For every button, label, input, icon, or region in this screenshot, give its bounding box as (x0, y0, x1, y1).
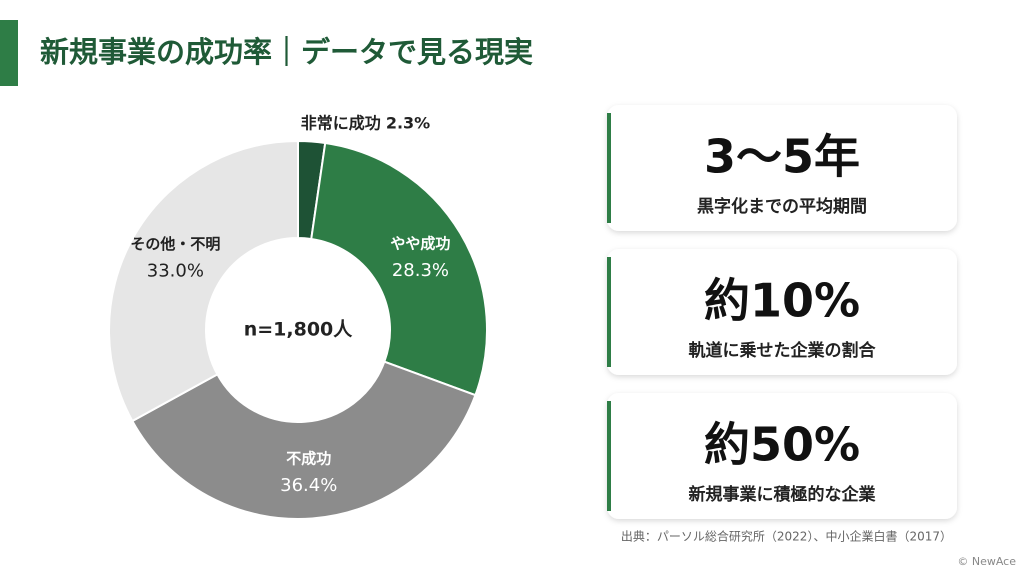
slice-value: 33.0% (147, 260, 204, 281)
slide-title: 新規事業の成功率｜データで見る現実 (40, 35, 533, 69)
copyright: © NewAce (957, 555, 1016, 568)
card-caption: 新規事業に積極的な企業 (689, 484, 876, 505)
center-label: n=1,800人 (244, 319, 354, 341)
card-stat: 約10% (704, 274, 860, 328)
donut-slice (131, 360, 477, 520)
slice-category: その他・不明 (130, 235, 220, 253)
stat-card (607, 105, 957, 231)
donut-slice (108, 139, 299, 423)
slice-value: 2.3% (386, 113, 430, 132)
card-stat: 約50% (704, 418, 860, 472)
slice-category: やや成功 (390, 235, 450, 253)
card-caption: 軌道に乗せた企業の割合 (689, 340, 877, 361)
card-accent (607, 401, 611, 511)
donut-chart: 非常に成功 2.3% やや成功 28.3% 不成功 36.4% その他・不明 33.0% n=1… (108, 113, 488, 520)
card-stat: 3〜5年 (704, 130, 860, 184)
slice-value: 36.4% (280, 475, 337, 496)
slice-label: 非常に成功 2.3% (301, 113, 430, 132)
slice-value: 28.3% (392, 260, 449, 281)
source-note: 出典：パーソル総合研究所（2022）、中小企業白書（2017） (621, 529, 952, 544)
title-accent (0, 20, 18, 86)
card-caption: 黒字化までの平均期間 (697, 196, 867, 217)
stat-card (607, 249, 957, 375)
stat-card (607, 393, 957, 519)
donut-slice (310, 141, 488, 397)
card-accent (607, 113, 611, 223)
slice-category: 不成功 (286, 450, 331, 468)
slice-category: 非常に成功 (301, 113, 381, 132)
card-accent (607, 257, 611, 367)
